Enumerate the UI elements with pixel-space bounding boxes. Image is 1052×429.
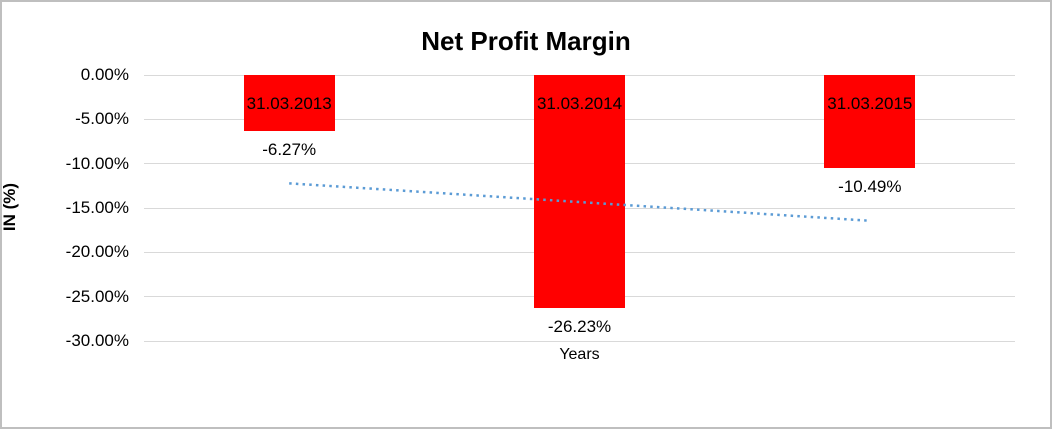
- y-tick-label: 0.00%: [80, 65, 129, 84]
- bar-category-label: 31.03.2015: [827, 94, 913, 113]
- y-tick-label: -5.00%: [75, 109, 129, 129]
- y-tick-label: -10.00%: [65, 153, 129, 173]
- y-tick-label: -15.00%: [65, 198, 129, 217]
- y-tick-label: -20.00%: [65, 242, 129, 262]
- bar: [243, 75, 335, 131]
- bar-value-label: -10.49%: [838, 177, 902, 196]
- y-tick-label: -25.00%: [65, 286, 129, 306]
- gridline: [144, 340, 1015, 342]
- x-axis-title: Years: [559, 346, 600, 363]
- y-axis-title-text: IN (%): [0, 182, 19, 232]
- y-tick-label: -30.00%: [65, 331, 129, 350]
- bar-category-label: 31.03.2014: [536, 94, 623, 113]
- bar-category-label: 31.03.2013: [246, 94, 332, 113]
- chart-title: Net Profit Margin: [421, 26, 631, 56]
- bar-value-label: -26.23%: [547, 316, 612, 336]
- bar: [824, 75, 916, 168]
- bar-value-label: -6.27%: [262, 139, 317, 159]
